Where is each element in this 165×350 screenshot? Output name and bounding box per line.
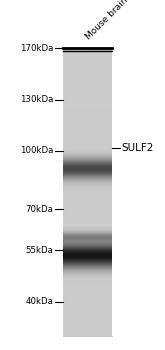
Text: 55kDa: 55kDa	[26, 246, 53, 255]
Text: SULF2: SULF2	[121, 142, 154, 153]
Text: 170kDa: 170kDa	[20, 44, 53, 52]
Text: Mouse brain: Mouse brain	[84, 0, 130, 41]
Text: 40kDa: 40kDa	[26, 298, 53, 306]
Text: 100kDa: 100kDa	[20, 147, 53, 155]
Text: 70kDa: 70kDa	[26, 205, 53, 214]
Text: 130kDa: 130kDa	[20, 95, 53, 104]
